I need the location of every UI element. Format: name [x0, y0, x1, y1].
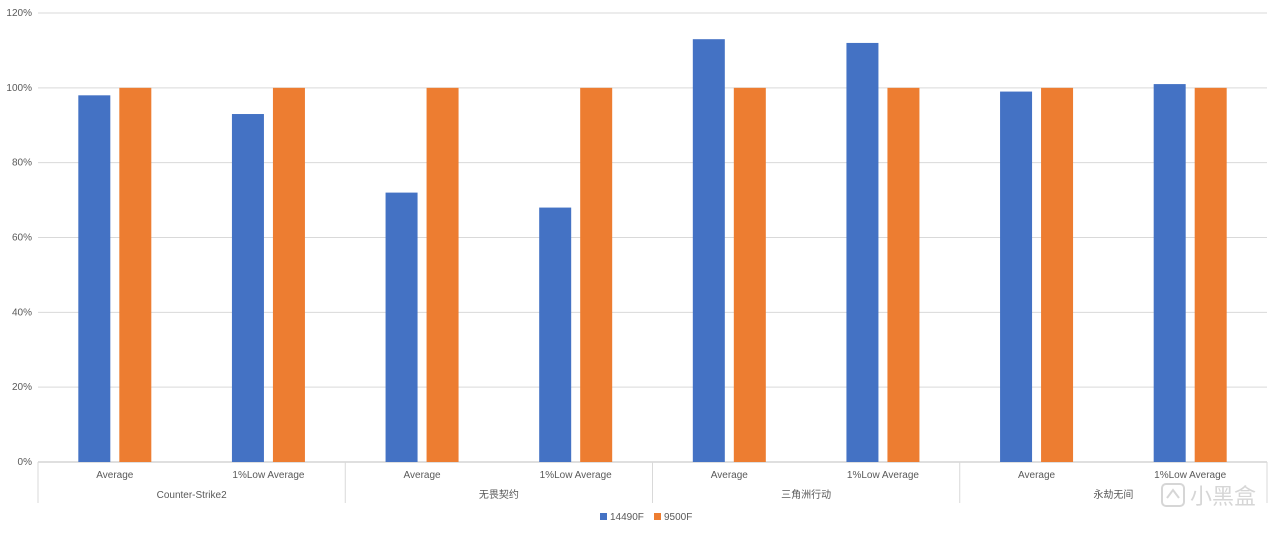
group-label: 无畏契约 — [479, 488, 519, 501]
x-tick-label: Average — [1018, 470, 1056, 481]
bar-14490F — [1000, 91, 1033, 462]
watermark: 小黑盒 — [1161, 483, 1256, 509]
legend-swatch — [600, 513, 607, 520]
group-label: 三角洲行动 — [781, 488, 831, 501]
x-tick-label: 1%Low Average — [1154, 470, 1227, 481]
legend-label: 9500F — [664, 512, 692, 523]
bar-9500F — [426, 87, 459, 462]
legend-label: 14490F — [610, 512, 644, 523]
x-tick-label: 1%Low Average — [232, 470, 305, 481]
bars — [78, 39, 1227, 463]
y-tick-label: 0% — [18, 457, 33, 468]
watermark-text: 小黑盒 — [1190, 484, 1256, 509]
y-axis-ticks: 0% 20% 40% 60% 80% 100% 120% — [6, 8, 32, 468]
x-tick-label: Average — [96, 470, 134, 481]
bar-14490F — [231, 114, 264, 463]
x-axis: Average 1%Low Average Average 1%Low Average… — [37, 462, 1268, 503]
bar-9500F — [733, 87, 766, 462]
bar-9500F — [1194, 87, 1227, 462]
bar-14490F — [539, 207, 572, 462]
y-tick-label: 80% — [12, 158, 32, 169]
x-tick-label: Average — [711, 470, 749, 481]
bar-9500F — [119, 87, 152, 462]
bar-14490F — [692, 39, 725, 463]
legend: 14490F 9500F — [600, 512, 692, 523]
x-tick-label: 1%Low Average — [540, 470, 613, 481]
gridlines — [38, 12, 1267, 463]
bar-9500F — [887, 87, 920, 462]
group-label: Counter-Strike2 — [157, 490, 227, 501]
legend-swatch — [654, 513, 661, 520]
bar-9500F — [580, 87, 613, 462]
y-tick-label: 40% — [12, 307, 32, 318]
y-tick-label: 120% — [6, 8, 32, 19]
bar-14490F — [846, 42, 879, 462]
x-tick-label: 1%Low Average — [847, 470, 920, 481]
bar-14490F — [78, 95, 111, 463]
y-tick-label: 60% — [12, 233, 32, 244]
bar-9500F — [1041, 87, 1074, 462]
watermark-logo-icon — [1161, 483, 1185, 507]
x-tick-label: Average — [404, 470, 442, 481]
y-tick-label: 20% — [12, 382, 32, 393]
group-label: 永劫无间 — [1093, 488, 1133, 501]
bar-14490F — [1153, 84, 1186, 462]
y-tick-label: 100% — [6, 83, 32, 94]
bar-14490F — [385, 192, 418, 462]
bar-9500F — [272, 87, 305, 462]
